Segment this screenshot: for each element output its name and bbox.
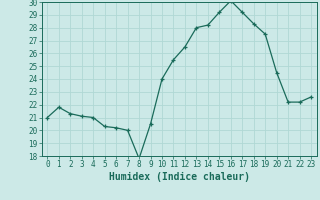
X-axis label: Humidex (Indice chaleur): Humidex (Indice chaleur) bbox=[109, 172, 250, 182]
